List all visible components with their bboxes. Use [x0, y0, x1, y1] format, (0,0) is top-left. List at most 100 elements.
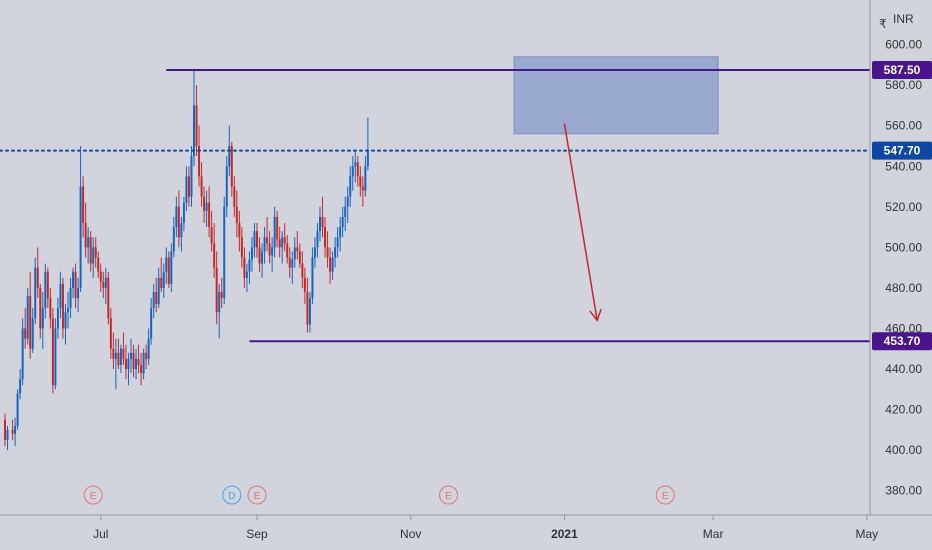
- candle-body: [107, 277, 110, 319]
- candle-body: [170, 251, 173, 284]
- candle-body: [263, 237, 266, 252]
- candle-body: [21, 328, 24, 380]
- event-marker-label: D: [228, 491, 235, 502]
- candle-body: [235, 206, 238, 224]
- candle-body: [248, 259, 251, 272]
- candle-body: [137, 358, 140, 365]
- event-marker[interactable]: [222, 485, 242, 505]
- candle-body: [215, 267, 218, 313]
- candle-body: [172, 227, 175, 252]
- candle-body: [286, 243, 289, 258]
- event-marker[interactable]: [655, 485, 675, 505]
- event-marker[interactable]: [247, 485, 267, 505]
- candle-body: [321, 216, 324, 228]
- candle-body: [14, 425, 17, 434]
- candle-body: [119, 348, 122, 365]
- candle-body: [135, 358, 138, 370]
- y-tick-label: 520.00: [885, 200, 922, 214]
- candle-body: [84, 223, 87, 248]
- candle-body: [238, 223, 241, 238]
- candle-body: [253, 231, 256, 248]
- candle-body: [51, 318, 54, 386]
- price-axis-labels: 380.00 400.00 420.00 440.00 460.00 480.00 500.…: [885, 38, 922, 498]
- event-marker[interactable]: [439, 485, 459, 505]
- candle-body: [281, 237, 284, 248]
- candle-body: [243, 257, 246, 278]
- level-badge-support-low: [872, 332, 932, 351]
- candle-body: [213, 243, 216, 268]
- candle-body: [268, 243, 271, 256]
- candle-body: [223, 206, 226, 299]
- candle-body: [200, 176, 203, 197]
- candle-body: [324, 227, 327, 248]
- candle-body: [82, 186, 85, 224]
- event-marker[interactable]: [83, 485, 103, 505]
- candle-body: [124, 358, 127, 370]
- currency-label[interactable]: INR: [893, 12, 914, 26]
- candle-body: [361, 186, 364, 191]
- y-tick-label: 460.00: [885, 321, 922, 335]
- x-tick-label: Jul: [93, 527, 108, 541]
- candle-body: [220, 291, 223, 299]
- candle-body: [306, 291, 309, 325]
- y-tick-label: 600.00: [885, 38, 922, 52]
- candle-body: [351, 166, 354, 177]
- y-tick-label: 560.00: [885, 119, 922, 133]
- candle-body: [364, 166, 367, 191]
- y-tick-label: 420.00: [885, 403, 922, 417]
- y-tick-label: 400.00: [885, 443, 922, 457]
- candle-body: [193, 105, 195, 157]
- candle-body: [225, 166, 228, 207]
- target-zone-layer: [513, 56, 719, 135]
- candle-body: [233, 186, 236, 207]
- candle-body: [210, 227, 213, 244]
- candle-body: [175, 206, 178, 228]
- candle-body: [77, 287, 80, 299]
- currency-symbol: ₹: [879, 17, 887, 31]
- candle-body: [147, 338, 150, 359]
- candle-body: [276, 216, 279, 240]
- candle-body: [29, 296, 32, 349]
- candle-body: [203, 196, 206, 211]
- candle-body: [198, 145, 201, 177]
- price-axis-panel[interactable]: [870, 0, 932, 550]
- candle-body: [273, 216, 276, 248]
- y-tick-label: 380.00: [885, 484, 922, 498]
- candle-body: [303, 277, 306, 292]
- candle-body: [329, 257, 332, 272]
- candle-body: [87, 237, 90, 248]
- x-tick-label: 2021: [551, 527, 578, 541]
- price-levels: [0, 68, 871, 343]
- candle-body: [99, 271, 102, 282]
- candle-body: [46, 271, 49, 299]
- candle-body: [250, 247, 253, 260]
- candle-body: [256, 231, 258, 248]
- candle-body: [266, 237, 269, 244]
- candle-body: [34, 267, 37, 319]
- candle-body: [271, 247, 274, 256]
- candle-body: [336, 237, 339, 248]
- candle-body: [258, 247, 261, 264]
- candle-body: [44, 271, 47, 309]
- candle-body: [11, 429, 14, 434]
- candle-body: [6, 429, 9, 440]
- y-tick-label: 580.00: [885, 78, 922, 92]
- candle-body: [187, 176, 190, 197]
- candle-body: [162, 271, 165, 288]
- x-tick-label: Mar: [703, 527, 724, 541]
- candle-body: [261, 251, 264, 264]
- level-badge-current-price: [872, 141, 932, 160]
- candlestick-series: [4, 68, 369, 451]
- candle-body: [334, 247, 337, 258]
- candle-body: [140, 364, 143, 374]
- candle-body: [160, 277, 163, 288]
- candle-body: [205, 202, 208, 211]
- candle-body: [61, 283, 64, 329]
- candle-body: [349, 176, 352, 197]
- candle-body: [152, 291, 155, 309]
- projection-arrow-shaft: [563, 123, 598, 321]
- candle-body: [326, 247, 329, 258]
- target-zone: [513, 56, 719, 135]
- candle-body: [313, 247, 316, 258]
